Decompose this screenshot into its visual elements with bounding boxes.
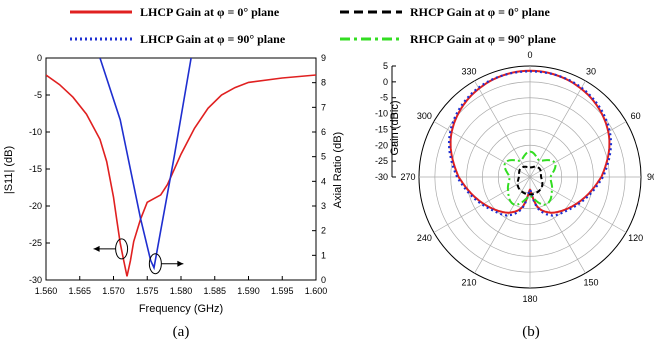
chart-a-annotations: [93, 238, 184, 275]
polar-series-lhcp90: [447, 70, 613, 217]
x-tick-label: 1.575: [136, 286, 159, 296]
polar-grid-spoke: [433, 121, 531, 178]
y2-tick-label: 0: [321, 275, 326, 285]
x-tick-label: 1.600: [305, 286, 328, 296]
y2-tick-label: 9: [321, 53, 326, 63]
r-tick-label: 0: [383, 77, 388, 87]
chart-a-y2-axis-label: Axial Ratio (dB): [332, 132, 344, 208]
annotation-arrow-head: [93, 245, 100, 252]
polar-grid-spoke: [474, 176, 531, 274]
legend-label-rhcp0: RHCP Gain at φ = 0° plane: [410, 5, 550, 19]
legend-label-lhcp0: LHCP Gain at φ = 0° plane: [140, 5, 280, 19]
polar-grid-spoke: [474, 80, 531, 178]
polar-grid-spoke: [529, 176, 586, 274]
angle-tick-label: 90: [647, 172, 654, 182]
polar-series-rhcp0: [516, 165, 544, 196]
chart-a-frame: [45, 57, 317, 281]
r-tick-label: -25: [375, 156, 388, 166]
angle-tick-label: 330: [461, 66, 476, 76]
angle-tick-label: 270: [400, 172, 415, 182]
angle-tick-label: 120: [628, 233, 643, 243]
x-tick-label: 1.590: [237, 286, 260, 296]
y-tick-label: -25: [29, 238, 42, 248]
s11-line: [46, 74, 316, 277]
y-tick-label: -20: [29, 201, 42, 211]
polar-grid-spoke: [433, 176, 531, 233]
chart-b-radial-ticks: 5 0 -5 -10 -15 -20 -25 -30: [375, 61, 396, 182]
legend-label-lhcp90: LHCP Gain at φ = 90° plane: [140, 32, 286, 46]
angle-tick-label: 150: [583, 278, 598, 288]
chart-b-grid: [418, 65, 642, 289]
legend: LHCP Gain at φ = 0° plane RHCP Gain at φ…: [70, 5, 556, 46]
y2-tick-label: 6: [321, 127, 326, 137]
x-tick-label: 1.595: [271, 286, 294, 296]
x-tick-label: 1.580: [170, 286, 193, 296]
chart-b-angle-ticks: 0 30 60 90 120 150 180 210 240 270 300 330: [400, 50, 654, 304]
r-tick-label: -30: [375, 172, 388, 182]
chart-b-series: [447, 69, 613, 217]
chart-a-x-axis-label: Frequency (GHz): [139, 303, 223, 315]
r-tick-label: -5: [380, 93, 388, 103]
r-tick-label: -15: [375, 124, 388, 134]
y-tick-label: -30: [29, 275, 42, 285]
angle-tick-label: 30: [586, 66, 596, 76]
chart-a-y-ticks: 0 -5 -10 -15 -20 -25 -30: [29, 53, 50, 285]
angle-tick-label: 60: [631, 111, 641, 121]
y2-tick-label: 3: [321, 201, 326, 211]
y2-tick-label: 5: [321, 152, 326, 162]
y2-tick-label: 2: [321, 226, 326, 236]
r-tick-label: 5: [383, 61, 388, 71]
polar-series-lhcp0: [449, 69, 611, 214]
y-tick-label: -10: [29, 127, 42, 137]
angle-tick-label: 0: [527, 50, 532, 60]
r-tick-label: -10: [375, 109, 388, 119]
x-tick-label: 1.565: [68, 286, 91, 296]
chart-a-y2-ticks: 0 1 2 3 4 5 6 7 8 9: [312, 53, 326, 285]
x-tick-label: 1.570: [102, 286, 125, 296]
x-tick-label: 1.585: [203, 286, 226, 296]
y2-tick-label: 7: [321, 102, 326, 112]
polar-grid-spoke: [529, 121, 627, 178]
panel-label-b: (b): [522, 324, 540, 340]
chart-b: 5 0 -5 -10 -15 -20 -25 -30 0 30 60 90 120 150 180 210 2…: [375, 50, 654, 340]
angle-tick-label: 180: [522, 294, 537, 304]
y-tick-label: -15: [29, 164, 42, 174]
axial-ratio-line: [99, 58, 192, 271]
angle-tick-label: 210: [461, 278, 476, 288]
polar-grid-spoke: [529, 176, 627, 233]
x-tick-label: 1.560: [35, 286, 58, 296]
chart-b-r-axis-label: Gain (dBic): [389, 100, 401, 155]
chart-a-series: [46, 58, 316, 277]
y-tick-label: 0: [37, 53, 42, 63]
chart-a-y-axis-label: |S11| (dB): [3, 146, 15, 194]
y2-tick-label: 4: [321, 176, 326, 186]
angle-tick-label: 240: [417, 233, 432, 243]
r-tick-label: -20: [375, 140, 388, 150]
panel-label-a: (a): [173, 324, 190, 340]
chart-a: 1.560 1.565 1.570 1.575 1.580 1.585 1.590 1.595…: [3, 53, 344, 340]
chart-a-x-ticks: 1.560 1.565 1.570 1.575 1.580 1.585 1.590 1.595…: [35, 276, 328, 296]
y2-tick-label: 1: [321, 250, 326, 260]
y-tick-label: -5: [34, 90, 42, 100]
y2-tick-label: 8: [321, 78, 326, 88]
angle-tick-label: 300: [417, 111, 432, 121]
polar-grid-spoke: [529, 80, 586, 178]
legend-label-rhcp90: RHCP Gain at φ = 90° plane: [410, 32, 556, 46]
annotation-arrow-head: [177, 260, 184, 267]
